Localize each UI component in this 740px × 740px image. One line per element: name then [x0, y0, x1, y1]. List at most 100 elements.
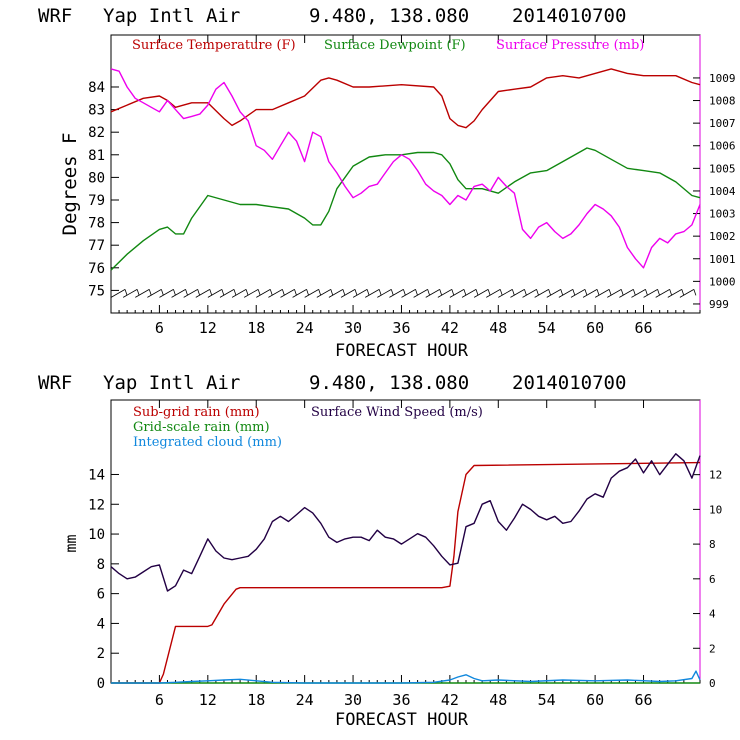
y-tick-label: 81: [88, 148, 105, 164]
series-line-sub-grid-rain-mm: [111, 461, 701, 684]
y2-tick-label: 1006: [709, 140, 736, 153]
wind-barb-flag: [354, 289, 358, 296]
wind-barb-flag: [669, 289, 673, 296]
wind-barb-flag: [185, 289, 188, 296]
y2-tick-label: 12: [709, 469, 722, 482]
y-tick-label: 78: [88, 216, 105, 232]
y2-tick-label: 1007: [709, 117, 736, 130]
chart-header-station: Yap Intl Air: [103, 5, 240, 27]
x-tick-label: 48: [489, 691, 507, 709]
y2-tick-label: 2: [709, 642, 716, 655]
wind-barb-flag: [330, 289, 334, 296]
wind-barb: [183, 289, 198, 298]
wind-barb-flag: [342, 289, 346, 296]
chart-header-model: WRF: [38, 5, 72, 27]
series-line-surface-pressure-mb: [110, 68, 701, 269]
x-tick-label: 6: [155, 319, 164, 337]
x-tick-label: 54: [538, 319, 556, 337]
wind-barb: [292, 289, 307, 298]
wind-barb-flag: [584, 289, 588, 296]
y-tick-label: 75: [88, 283, 105, 299]
chart-header-run: 2014010700: [512, 5, 626, 27]
wind-barb-flag: [306, 289, 309, 296]
x-tick-label: 42: [441, 691, 459, 709]
wind-barb: [256, 289, 271, 298]
wind-barb: [401, 289, 416, 298]
wind-barb: [352, 289, 368, 298]
wind-barb-flag: [245, 289, 249, 296]
x-tick-label: 42: [441, 319, 459, 337]
wind-barb: [643, 289, 658, 298]
wind-barb: [510, 289, 525, 298]
y2-tick-label: 8: [709, 538, 716, 551]
x-tick-label: 48: [489, 319, 507, 337]
wind-barb-flag: [633, 289, 636, 296]
wind-barb: [159, 289, 174, 298]
y2-tick-label: 10: [709, 503, 722, 516]
wind-barb: [473, 289, 489, 298]
wind-barb: [365, 289, 380, 298]
wind-barb-flag: [378, 289, 382, 296]
y2-tick-label: 1004: [709, 185, 736, 198]
wind-barb-flag: [427, 289, 431, 296]
wind-barb: [486, 289, 501, 298]
x-tick-label: 60: [586, 691, 604, 709]
wind-barb-flag: [645, 289, 648, 296]
wind-barb-flag: [608, 289, 612, 296]
wind-barb-flag: [693, 289, 697, 296]
wind-barbs: [110, 289, 697, 298]
x-tick-label: 6: [155, 691, 164, 709]
wind-barb: [437, 289, 453, 298]
wind-barb-flag: [366, 289, 370, 296]
series-line-surface-temperature-f: [110, 68, 701, 129]
wind-barb: [655, 289, 670, 298]
wind-barb-flag: [209, 289, 213, 296]
y2-tick-label: 1002: [709, 230, 736, 243]
x-tick-label: 30: [344, 319, 362, 337]
x-tick-label: 36: [392, 691, 410, 709]
x-tick-label: 66: [634, 319, 652, 337]
wind-barb-flag: [160, 289, 164, 296]
wind-barb: [619, 289, 634, 298]
wind-barb: [425, 289, 440, 298]
wind-barb-flag: [318, 289, 322, 296]
wind-barb-flag: [124, 289, 128, 296]
y2-tick-label: 1008: [709, 95, 736, 108]
wind-barb-flag: [524, 289, 527, 296]
y-tick-label: 0: [97, 676, 105, 692]
y-tick-label: 76: [88, 261, 105, 277]
wind-barb: [582, 289, 598, 298]
y-tick-label: 4: [97, 616, 105, 632]
y-axis-label: mm: [62, 534, 80, 552]
legend-entry: Surface Pressure (mb): [496, 38, 644, 53]
x-tick-label: 18: [247, 319, 265, 337]
wind-barb: [498, 289, 513, 298]
legend-entry: Surface Temperature (F): [132, 38, 296, 53]
wind-barb: [413, 289, 428, 298]
wind-barb-flag: [173, 289, 176, 296]
chart-header-run: 2014010700: [512, 372, 626, 394]
y-tick-label: 83: [88, 103, 105, 119]
y-tick-label: 2: [97, 646, 105, 662]
y2-tick-label: 1009: [709, 72, 736, 85]
wind-barb: [304, 289, 319, 298]
wind-barb-flag: [294, 289, 297, 296]
y-tick-label: 82: [88, 125, 105, 141]
wind-barb-flag: [487, 289, 491, 296]
wind-barb: [280, 289, 295, 298]
y-tick-label: 12: [88, 497, 105, 513]
x-axis-label: FORECAST HOUR: [335, 710, 469, 730]
chart-header-station: Yap Intl Air: [103, 372, 240, 394]
wind-barb: [110, 289, 126, 298]
wind-barb-flag: [560, 289, 564, 296]
wind-barb-flag: [136, 289, 140, 296]
wind-barb-flag: [148, 289, 152, 296]
wind-barb: [389, 289, 404, 298]
wind-barb: [195, 289, 210, 298]
wind-barb-flag: [596, 289, 600, 296]
wind-barb-flag: [499, 289, 503, 296]
wind-barb: [122, 289, 138, 298]
x-tick-label: 54: [538, 691, 556, 709]
wind-barb-flag: [536, 289, 539, 296]
